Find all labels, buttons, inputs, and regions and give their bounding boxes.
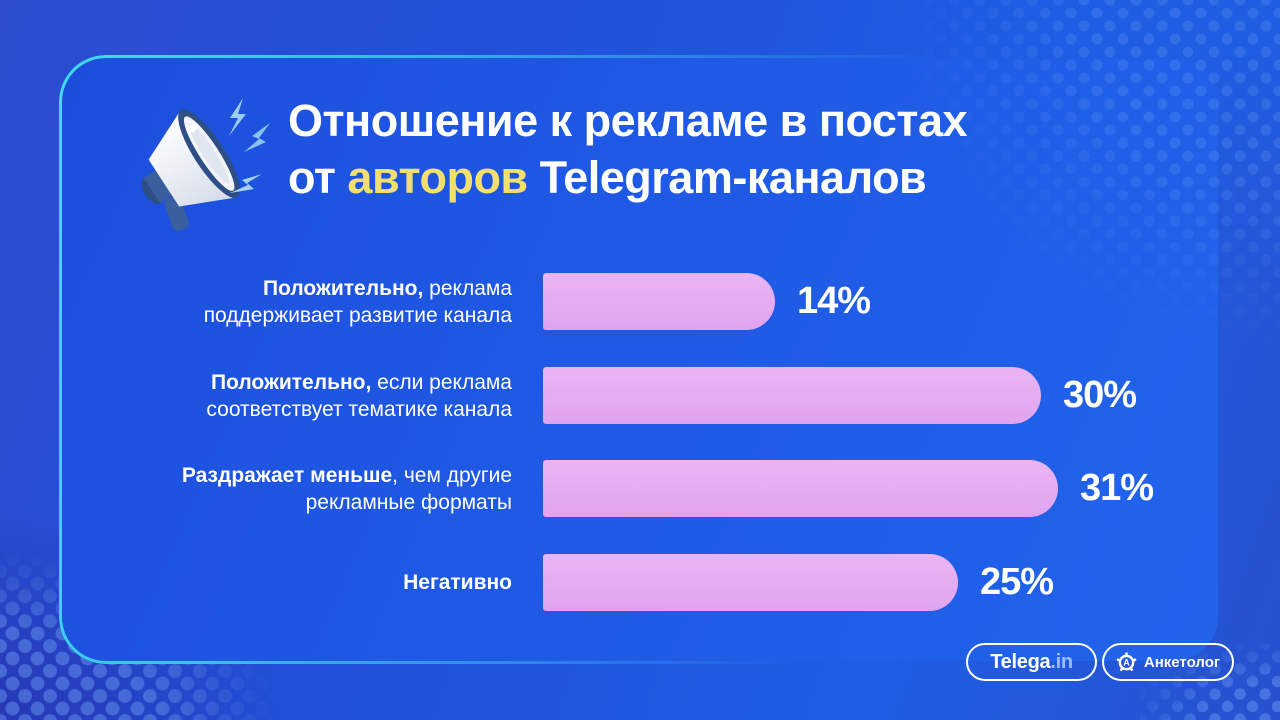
bar: [543, 460, 1058, 517]
page-title: Отношение к рекламе в постах от авторов T…: [288, 92, 968, 206]
telega-badge[interactable]: Telega .in: [966, 643, 1097, 681]
bar-value: 25%: [980, 561, 1054, 603]
bar-row: Раздражает меньше, чем другие рекламные ф…: [130, 460, 1154, 517]
bar-row: Положительно, если реклама соответствует …: [130, 367, 1137, 424]
telega-label-suffix: .in: [1050, 650, 1073, 673]
bar: [543, 554, 958, 611]
bar-label: Положительно, если реклама соответствует …: [206, 370, 512, 421]
title-accent-word: авторов: [347, 152, 528, 203]
title-line1: Отношение к рекламе в постах: [288, 95, 968, 146]
bar-row: Положительно, реклама поддерживает развит…: [130, 273, 871, 330]
bar: [543, 367, 1041, 424]
title-line2-post: Telegram-каналов: [527, 152, 927, 203]
gear-a-logo-icon: A: [1116, 651, 1137, 673]
title-line2-pre: от: [288, 152, 348, 203]
lightning-bolt-icons: [229, 98, 270, 193]
bar-label: Раздражает меньше, чем другие рекламные ф…: [181, 463, 512, 514]
bar-label: Негативно: [403, 571, 512, 594]
bar-value: 31%: [1080, 467, 1154, 509]
bar-value: 30%: [1063, 374, 1137, 416]
telega-label: Telega: [990, 650, 1051, 673]
anketolog-badge[interactable]: A Анкетолог: [1102, 643, 1234, 681]
bar: [543, 273, 775, 330]
megaphone-icon: [112, 78, 282, 248]
bar-row: Негативно 25%: [130, 554, 1054, 611]
bar-value: 14%: [797, 280, 871, 322]
bar-label: Положительно, реклама поддерживает развит…: [203, 276, 512, 327]
anketolog-label: Анкетолог: [1143, 653, 1221, 671]
svg-text:A: A: [1123, 657, 1130, 667]
